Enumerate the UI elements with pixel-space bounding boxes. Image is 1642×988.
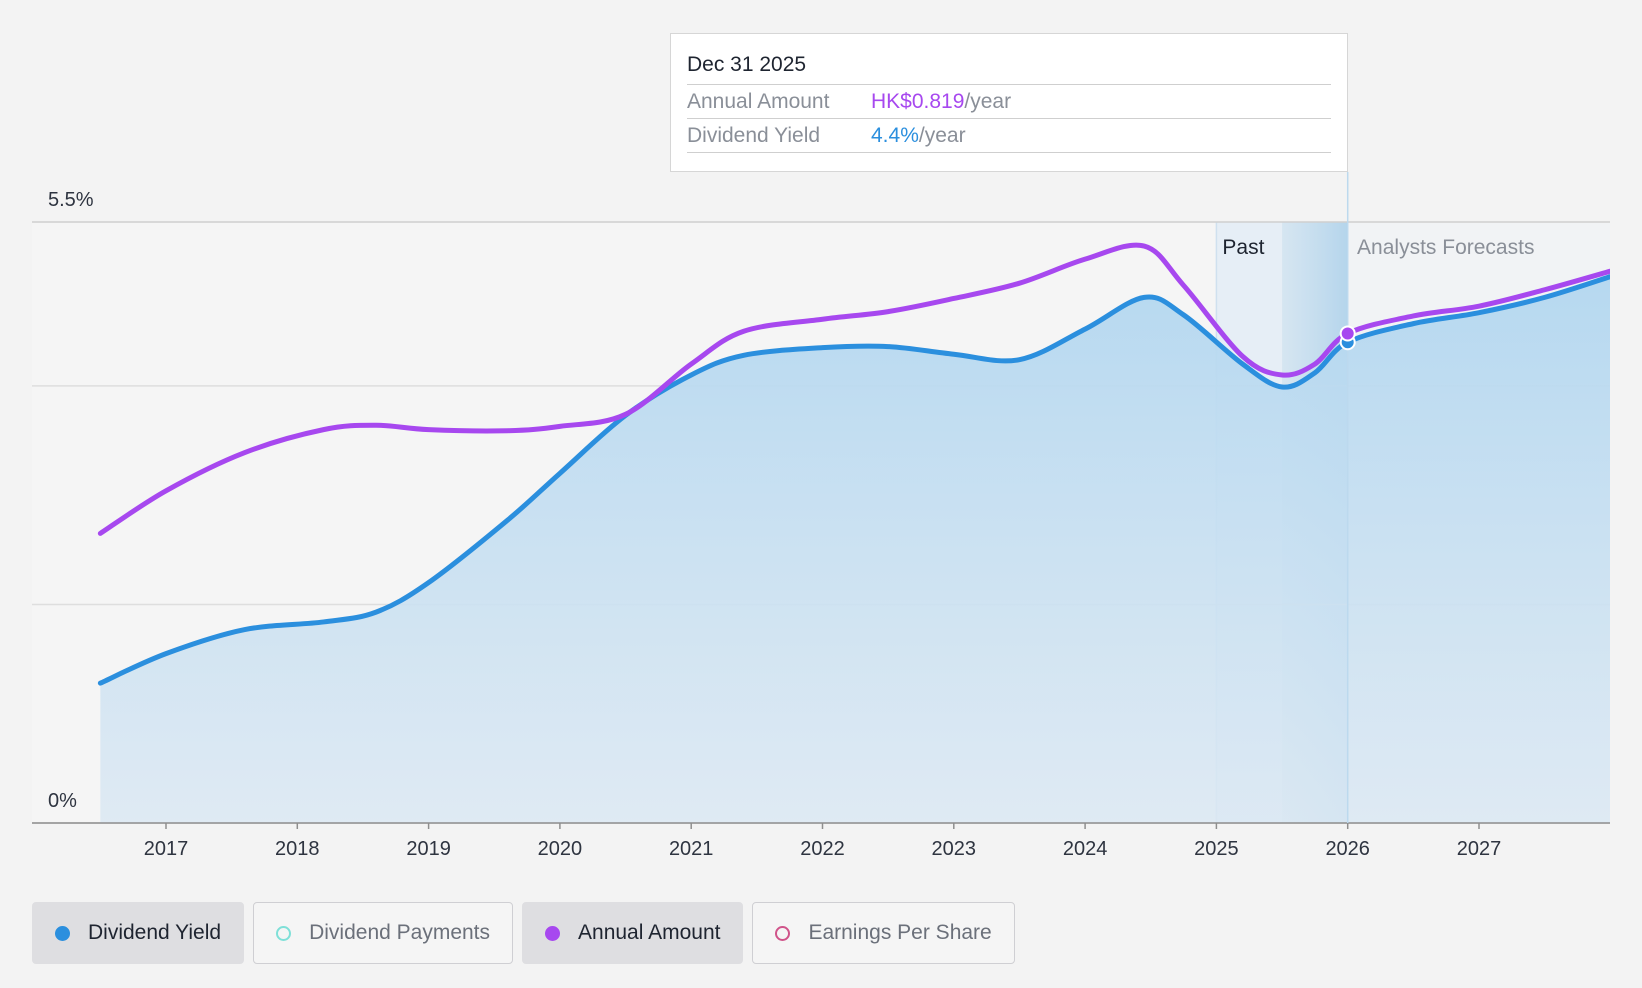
x-tick-label: 2025 xyxy=(1194,838,1239,860)
y-tick-label: 0% xyxy=(48,790,77,812)
x-tick-label: 2023 xyxy=(932,838,977,860)
tooltip-row-dividend-yield: Dividend Yield 4.4% /year xyxy=(687,119,1331,153)
tooltip-row-annual-amount: Annual Amount HK$0.819 /year xyxy=(687,85,1331,119)
legend-label: Dividend Payments xyxy=(309,921,491,944)
chart-legend: Dividend Yield Dividend Payments Annual … xyxy=(32,902,1024,964)
tooltip-date: Dec 31 2025 xyxy=(687,34,1331,85)
legend-dot-icon xyxy=(775,925,791,941)
forecast-label: Analysts Forecasts xyxy=(1357,236,1534,259)
tooltip-key: Annual Amount xyxy=(687,90,830,113)
x-tick-label: 2021 xyxy=(669,838,714,860)
legend-dividend-yield-button[interactable]: Dividend Yield xyxy=(32,902,245,964)
tooltip-key: Dividend Yield xyxy=(687,124,821,147)
legend-earnings-per-share-button[interactable]: Earnings Per Share xyxy=(752,902,1015,964)
x-tick-label: 2027 xyxy=(1457,838,1502,860)
x-tick-label: 2017 xyxy=(144,838,189,860)
x-tick-label: 2019 xyxy=(406,838,451,860)
legend-label: Dividend Yield xyxy=(88,921,222,944)
x-tick-label: 2024 xyxy=(1063,838,1108,860)
legend-annual-amount-button[interactable]: Annual Amount xyxy=(522,902,744,964)
legend-label: Annual Amount xyxy=(578,921,721,944)
x-tick-label: 2022 xyxy=(800,838,845,860)
x-tick-label: 2026 xyxy=(1325,838,1370,860)
x-tick-label: 2018 xyxy=(275,838,320,860)
legend-dot-icon xyxy=(276,925,292,941)
legend-dot-icon xyxy=(55,925,70,941)
y-tick-label: 5.5% xyxy=(48,189,94,211)
chart-tooltip: Dec 31 2025 Annual Amount HK$0.819 /year… xyxy=(670,33,1348,172)
legend-dividend-payments-button[interactable]: Dividend Payments xyxy=(253,902,514,964)
dividend-yield-area xyxy=(100,276,1610,823)
tooltip-value: HK$0.819 xyxy=(871,90,965,113)
legend-dot-icon xyxy=(545,925,561,941)
legend-label: Earnings Per Share xyxy=(808,921,992,944)
annual-amount-marker xyxy=(1339,325,1356,342)
past-label: Past xyxy=(1222,236,1264,259)
tooltip-unit: /year xyxy=(918,124,966,147)
tooltip-value: 4.4% xyxy=(871,124,919,147)
x-tick-label: 2020 xyxy=(538,838,583,860)
tooltip-unit: /year xyxy=(964,90,1012,113)
